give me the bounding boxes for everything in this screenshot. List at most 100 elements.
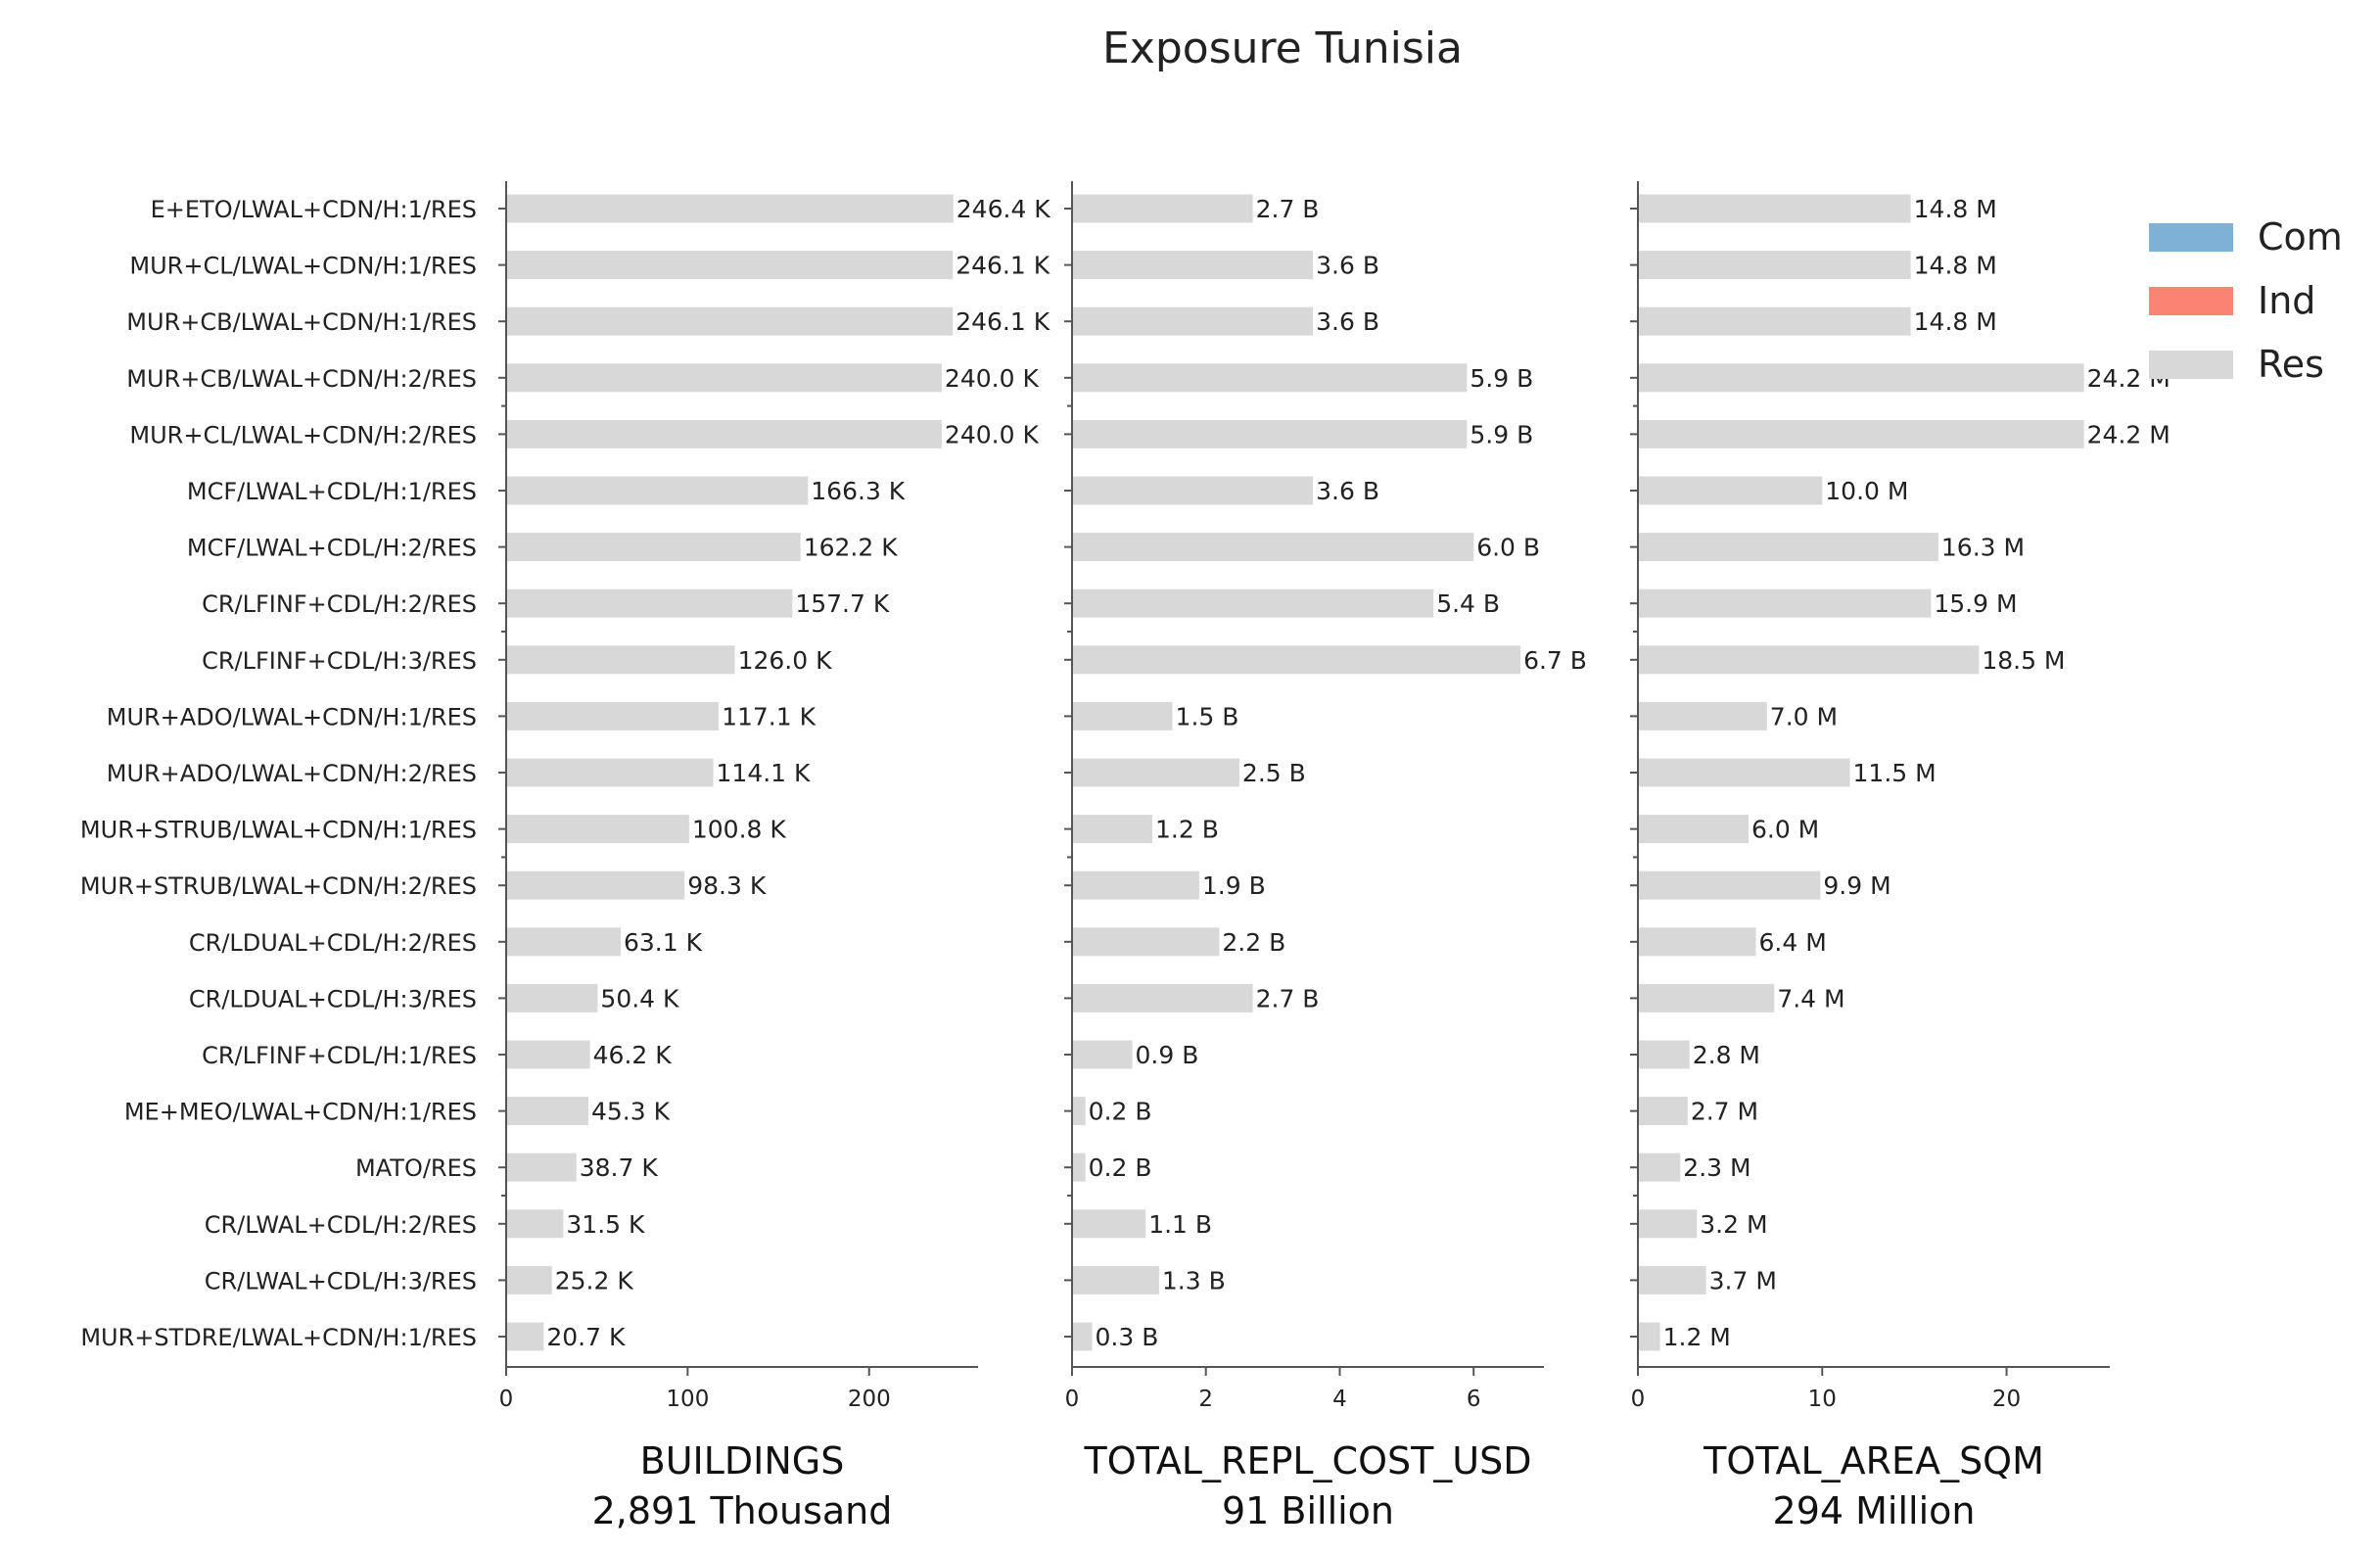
bar bbox=[506, 645, 735, 675]
x-tick-label: 0 bbox=[499, 1387, 514, 1412]
legend-swatch bbox=[2149, 223, 2233, 252]
bar-value-label: 3.6 B bbox=[1316, 307, 1379, 336]
bar-value-label: 0.3 B bbox=[1096, 1323, 1159, 1351]
x-tick-label: 0 bbox=[1631, 1387, 1646, 1412]
bar-value-label: 63.1 K bbox=[624, 928, 703, 957]
bar bbox=[1638, 533, 1938, 562]
bar-value-label: 117.1 K bbox=[722, 702, 817, 730]
panel-3: 14.8 M14.8 M14.8 M24.2 M24.2 M10.0 M16.3… bbox=[1630, 181, 2170, 1532]
bar-value-label: 0.2 B bbox=[1089, 1098, 1152, 1126]
bar-value-label: 2.2 B bbox=[1222, 928, 1285, 957]
x-tick-label: 2 bbox=[1198, 1387, 1213, 1412]
bar bbox=[506, 1209, 564, 1239]
bar-value-label: 5.9 B bbox=[1470, 364, 1533, 393]
bar bbox=[1072, 927, 1220, 957]
bar-value-label: 100.8 K bbox=[692, 816, 787, 844]
bar-value-label: 240.0 K bbox=[945, 364, 1040, 393]
bar-value-label: 38.7 K bbox=[580, 1153, 659, 1182]
x-tick-label: 100 bbox=[666, 1387, 709, 1412]
bar-value-label: 20.7 K bbox=[546, 1323, 626, 1351]
bar-value-label: 5.9 B bbox=[1470, 420, 1533, 448]
bar bbox=[1638, 1040, 1690, 1069]
bar bbox=[1638, 758, 1850, 787]
legend-label: Res bbox=[2258, 343, 2324, 386]
category-label: CR/LDUAL+CDL/H:3/RES bbox=[189, 985, 477, 1012]
bar-value-label: 16.3 M bbox=[1941, 534, 2025, 562]
bar bbox=[1638, 1097, 1688, 1126]
x-axis-title: BUILDINGS bbox=[640, 1439, 845, 1482]
legend: Com Ind Res bbox=[2149, 215, 2343, 386]
bar-value-label: 50.4 K bbox=[600, 984, 679, 1012]
bar-value-label: 2.3 M bbox=[1683, 1153, 1750, 1182]
bar bbox=[506, 1040, 590, 1069]
bar-value-label: 11.5 M bbox=[1853, 759, 1937, 787]
bar bbox=[1638, 251, 1911, 280]
bar-value-label: 18.5 M bbox=[1982, 646, 2065, 675]
bar bbox=[1638, 1153, 1681, 1182]
bar bbox=[506, 588, 793, 618]
category-label: MATO/RES bbox=[355, 1154, 477, 1182]
category-label: MUR+CL/LWAL+CDN/H:1/RES bbox=[129, 253, 477, 280]
x-tick-label: 4 bbox=[1332, 1387, 1347, 1412]
bar bbox=[1638, 701, 1767, 730]
bar bbox=[1638, 871, 1821, 900]
x-axis-title: TOTAL_REPL_COST_USD bbox=[1083, 1439, 1531, 1482]
x-axis-total: 91 Billion bbox=[1222, 1489, 1394, 1532]
category-label: MUR+STDRE/LWAL+CDN/H:1/RES bbox=[80, 1324, 477, 1351]
bar-value-label: 1.3 B bbox=[1162, 1266, 1226, 1294]
bar-value-label: 0.2 B bbox=[1089, 1153, 1152, 1182]
category-label: MUR+ADO/LWAL+CDN/H:2/RES bbox=[107, 760, 477, 787]
bar bbox=[1072, 871, 1199, 900]
bar-value-label: 246.1 K bbox=[956, 252, 1050, 280]
panel-2: 2.7 B 3.6 B 3.6 B 5.9 B 5.9 B 3.6 B 6.0 B 5.4 B… bbox=[1064, 181, 1587, 1532]
legend-swatch bbox=[2149, 287, 2233, 315]
bar-value-label: 246.4 K bbox=[957, 195, 1051, 223]
bar-value-label: 31.5 K bbox=[566, 1210, 645, 1239]
bar bbox=[1072, 306, 1314, 336]
bar bbox=[506, 927, 621, 957]
bar bbox=[1072, 1097, 1086, 1126]
bar bbox=[1072, 1322, 1093, 1351]
bar bbox=[1638, 306, 1911, 336]
bar bbox=[1638, 419, 2084, 448]
legend-label: Ind bbox=[2258, 279, 2315, 322]
bar bbox=[1072, 1209, 1146, 1239]
panel-1: 246.4 K 246.1 K 246.1 K 240.0 K 240.0 K 166.3… bbox=[498, 181, 1050, 1532]
bar bbox=[1072, 533, 1474, 562]
bar-value-label: 7.0 M bbox=[1770, 702, 1838, 730]
x-tick-label: 200 bbox=[848, 1387, 891, 1412]
x-tick-label: 6 bbox=[1467, 1387, 1481, 1412]
bar-value-label: 2.7 B bbox=[1256, 195, 1320, 223]
bar bbox=[1638, 645, 1980, 675]
bar-value-label: 1.2 B bbox=[1155, 816, 1219, 844]
bar bbox=[506, 1153, 577, 1182]
bar bbox=[506, 363, 942, 393]
bar-value-label: 14.8 M bbox=[1914, 307, 1997, 336]
bar bbox=[1638, 1265, 1706, 1294]
bar-value-label: 157.7 K bbox=[795, 589, 890, 618]
bar-value-label: 126.0 K bbox=[738, 646, 833, 675]
x-tick-label: 10 bbox=[1808, 1387, 1837, 1412]
bar bbox=[506, 476, 809, 505]
bar-value-label: 166.3 K bbox=[811, 477, 906, 505]
bar-value-label: 3.6 B bbox=[1316, 477, 1379, 505]
bar bbox=[506, 1097, 588, 1126]
bar bbox=[1638, 983, 1775, 1012]
bar-value-label: 45.3 K bbox=[591, 1098, 671, 1126]
bar bbox=[506, 251, 954, 280]
bar bbox=[506, 194, 954, 223]
bar-value-label: 1.1 B bbox=[1148, 1210, 1212, 1239]
category-label: MUR+CL/LWAL+CDN/H:2/RES bbox=[129, 421, 477, 448]
bar bbox=[506, 306, 954, 336]
bar bbox=[1072, 251, 1314, 280]
bar bbox=[506, 871, 685, 900]
bar-value-label: 6.7 B bbox=[1523, 646, 1587, 675]
x-axis-title: TOTAL_AREA_SQM bbox=[1703, 1439, 2044, 1482]
bar bbox=[1638, 194, 1911, 223]
bar bbox=[506, 983, 598, 1012]
category-label: CR/LDUAL+CDL/H:2/RES bbox=[189, 929, 477, 957]
category-label: MUR+STRUB/LWAL+CDN/H:2/RES bbox=[80, 872, 477, 900]
bar bbox=[506, 419, 942, 448]
category-label: CR/LWAL+CDL/H:3/RES bbox=[205, 1267, 477, 1294]
bar-value-label: 3.6 B bbox=[1316, 252, 1379, 280]
